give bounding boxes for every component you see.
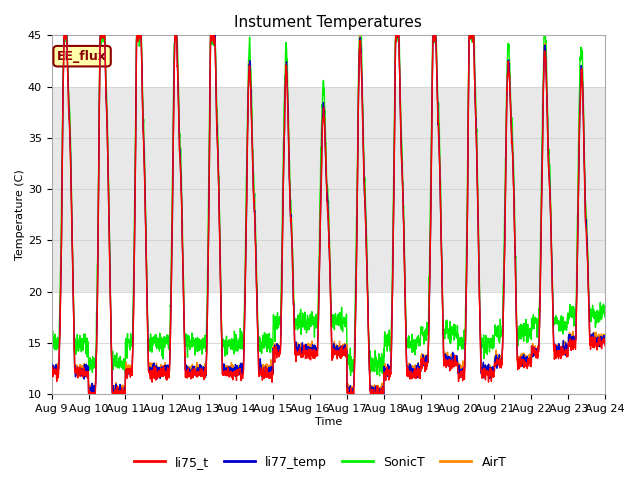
AirT: [48, 363, 56, 369]
li77_temp: [48, 360, 56, 366]
li75_t: [357, 51, 365, 57]
AirT: [602, 334, 609, 339]
li75_t: [490, 373, 497, 379]
AirT: [202, 357, 210, 362]
SonicT: [48, 336, 56, 342]
SonicT: [60, 33, 67, 38]
li75_t: [345, 391, 353, 397]
AirT: [347, 391, 355, 397]
SonicT: [202, 338, 210, 344]
Y-axis label: Temperature (C): Temperature (C): [15, 169, 25, 260]
Text: EE_flux: EE_flux: [57, 50, 107, 63]
li77_temp: [345, 390, 353, 396]
li75_t: [84, 391, 92, 397]
SonicT: [356, 33, 364, 38]
Legend: li75_t, li77_temp, SonicT, AirT: li75_t, li77_temp, SonicT, AirT: [129, 451, 511, 474]
SonicT: [345, 352, 353, 358]
SonicT: [568, 308, 576, 314]
li77_temp: [86, 391, 93, 397]
li75_t: [203, 354, 211, 360]
Line: li77_temp: li77_temp: [52, 36, 605, 394]
AirT: [60, 33, 68, 38]
li77_temp: [553, 352, 561, 358]
Title: Instument Temperatures: Instument Temperatures: [234, 15, 422, 30]
li75_t: [602, 343, 609, 349]
X-axis label: Time: Time: [315, 417, 342, 427]
li77_temp: [203, 354, 211, 360]
AirT: [553, 346, 561, 351]
li75_t: [553, 348, 561, 354]
li75_t: [61, 33, 68, 38]
SonicT: [553, 315, 561, 321]
li77_temp: [568, 336, 576, 342]
SonicT: [376, 373, 383, 379]
li77_temp: [602, 335, 609, 340]
AirT: [357, 46, 365, 52]
AirT: [568, 336, 576, 342]
Bar: [52, 86, 605, 291]
AirT: [490, 367, 497, 372]
li75_t: [48, 365, 56, 371]
Line: AirT: AirT: [52, 36, 605, 394]
li77_temp: [490, 368, 497, 373]
SonicT: [490, 345, 497, 350]
Line: li75_t: li75_t: [52, 36, 605, 394]
li77_temp: [61, 33, 68, 38]
AirT: [345, 387, 353, 393]
li75_t: [568, 343, 576, 349]
Line: SonicT: SonicT: [52, 36, 605, 376]
li77_temp: [357, 45, 365, 51]
SonicT: [602, 310, 609, 315]
